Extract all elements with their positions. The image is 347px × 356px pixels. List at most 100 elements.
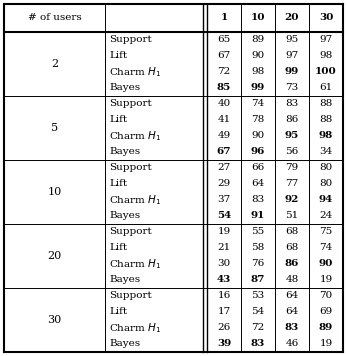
Text: 53: 53 (251, 292, 265, 300)
Text: 64: 64 (285, 292, 299, 300)
Text: 20: 20 (285, 14, 299, 22)
Text: 46: 46 (285, 340, 299, 349)
Text: 83: 83 (285, 99, 299, 109)
Text: 68: 68 (285, 227, 299, 236)
Text: Lift: Lift (109, 244, 127, 252)
Text: 65: 65 (217, 36, 231, 44)
Text: 30: 30 (48, 315, 62, 325)
Text: 78: 78 (251, 115, 265, 125)
Text: 86: 86 (285, 260, 299, 268)
Text: 40: 40 (217, 99, 231, 109)
Text: Charm $H_1$: Charm $H_1$ (109, 65, 162, 79)
Text: 95: 95 (285, 131, 299, 141)
Text: 19: 19 (319, 340, 333, 349)
Text: 90: 90 (251, 52, 265, 61)
Text: 98: 98 (251, 68, 265, 77)
Text: Bayes: Bayes (109, 147, 140, 157)
Text: 17: 17 (217, 308, 231, 316)
Text: 100: 100 (315, 68, 337, 77)
Text: 64: 64 (251, 179, 265, 188)
Text: 74: 74 (251, 99, 265, 109)
Text: Charm $H_1$: Charm $H_1$ (109, 193, 162, 207)
Text: Charm $H_1$: Charm $H_1$ (109, 257, 162, 271)
Text: 10: 10 (251, 14, 265, 22)
Text: 97: 97 (285, 52, 299, 61)
Text: 67: 67 (217, 147, 231, 157)
Text: 39: 39 (217, 340, 231, 349)
Text: 76: 76 (251, 260, 265, 268)
Text: Bayes: Bayes (109, 276, 140, 284)
Text: 2: 2 (51, 59, 58, 69)
Text: 90: 90 (251, 131, 265, 141)
Text: 58: 58 (251, 244, 265, 252)
Text: 61: 61 (319, 84, 333, 93)
Text: 34: 34 (319, 147, 333, 157)
Text: 67: 67 (217, 52, 231, 61)
Text: 41: 41 (217, 115, 231, 125)
Text: 24: 24 (319, 211, 333, 220)
Text: 80: 80 (319, 163, 333, 173)
Text: Bayes: Bayes (109, 340, 140, 349)
Text: 87: 87 (251, 276, 265, 284)
Text: 91: 91 (251, 211, 265, 220)
Text: 90: 90 (319, 260, 333, 268)
Text: Support: Support (109, 163, 152, 173)
Text: 37: 37 (217, 195, 231, 204)
Text: 94: 94 (319, 195, 333, 204)
Text: 69: 69 (319, 308, 333, 316)
Text: 89: 89 (319, 324, 333, 333)
Text: 88: 88 (319, 99, 333, 109)
Text: 19: 19 (217, 227, 231, 236)
Text: 54: 54 (251, 308, 265, 316)
Text: Support: Support (109, 227, 152, 236)
Text: 74: 74 (319, 244, 333, 252)
Text: 29: 29 (217, 179, 231, 188)
Text: 86: 86 (285, 115, 299, 125)
Text: # of users: # of users (28, 14, 82, 22)
Text: 21: 21 (217, 244, 231, 252)
Text: 64: 64 (285, 308, 299, 316)
Text: 43: 43 (217, 276, 231, 284)
Text: 96: 96 (251, 147, 265, 157)
Text: Bayes: Bayes (109, 84, 140, 93)
Text: 99: 99 (251, 84, 265, 93)
Text: 88: 88 (319, 115, 333, 125)
Text: 68: 68 (285, 244, 299, 252)
Text: 54: 54 (217, 211, 231, 220)
Text: 72: 72 (217, 68, 231, 77)
Text: 98: 98 (319, 52, 333, 61)
Text: Lift: Lift (109, 115, 127, 125)
Text: 79: 79 (285, 163, 299, 173)
Text: 26: 26 (217, 324, 231, 333)
Text: 27: 27 (217, 163, 231, 173)
Text: 73: 73 (285, 84, 299, 93)
Text: Support: Support (109, 99, 152, 109)
Text: 10: 10 (48, 187, 62, 197)
Text: 20: 20 (48, 251, 62, 261)
Text: 72: 72 (251, 324, 265, 333)
Text: 80: 80 (319, 179, 333, 188)
Text: Charm $H_1$: Charm $H_1$ (109, 129, 162, 143)
Text: 95: 95 (285, 36, 299, 44)
Text: 97: 97 (319, 36, 333, 44)
Text: 85: 85 (217, 84, 231, 93)
Text: 51: 51 (285, 211, 299, 220)
Text: 49: 49 (217, 131, 231, 141)
Text: Charm $H_1$: Charm $H_1$ (109, 321, 162, 335)
Text: Bayes: Bayes (109, 211, 140, 220)
Text: 89: 89 (251, 36, 265, 44)
Text: Support: Support (109, 292, 152, 300)
Text: 83: 83 (251, 340, 265, 349)
Text: 55: 55 (251, 227, 265, 236)
Text: 83: 83 (285, 324, 299, 333)
Text: 75: 75 (319, 227, 333, 236)
Text: 19: 19 (319, 276, 333, 284)
Text: 16: 16 (217, 292, 231, 300)
Text: 83: 83 (251, 195, 265, 204)
Text: Support: Support (109, 36, 152, 44)
Text: 1: 1 (220, 14, 228, 22)
Text: Lift: Lift (109, 52, 127, 61)
Text: 99: 99 (285, 68, 299, 77)
Text: 70: 70 (319, 292, 333, 300)
Text: 66: 66 (251, 163, 265, 173)
